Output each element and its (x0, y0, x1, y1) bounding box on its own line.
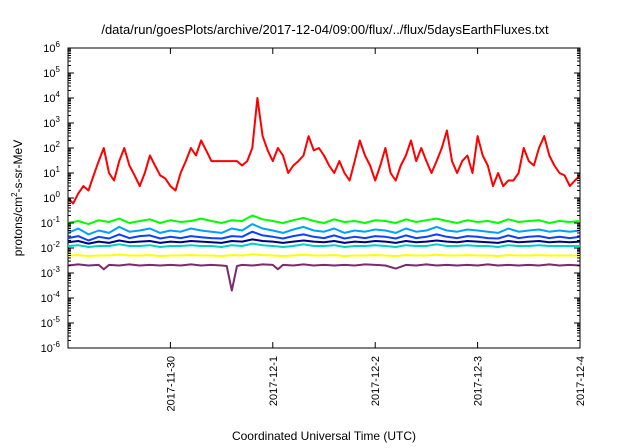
y-tick-exponent: -4 (53, 290, 61, 299)
y-tick-exponent: 6 (56, 40, 61, 49)
y-tick-base: 10 (41, 268, 53, 280)
y-tick-label: 100 (43, 190, 60, 205)
y-tick-base: 10 (41, 343, 53, 355)
y-axis-label-main: protons/cm (11, 197, 25, 256)
series-layer (67, 97, 581, 292)
y-tick-base: 10 (43, 93, 55, 105)
y-tick-base: 10 (43, 118, 55, 130)
y-tick-exponent: -2 (53, 240, 61, 249)
y-tick-exponent: -6 (53, 340, 61, 349)
y-tick-base: 10 (41, 318, 53, 330)
y-tick-exponent: 5 (56, 65, 61, 74)
y-tick-exponent: -5 (53, 315, 61, 324)
x-axis-ticks: 2017-11-30 2017-12-1 2017-12-2 2017-12-3 201… (165, 48, 587, 411)
y-tick-label: 10-2 (41, 240, 61, 255)
y-axis-label-sup: 2 (10, 192, 19, 197)
series-line (67, 223, 581, 236)
y-tick-base: 10 (43, 143, 55, 155)
x-axis-label: Coordinated Universal Time (UTC) (232, 429, 416, 443)
y-tick-exponent: -3 (53, 265, 61, 274)
x-tick-label: 2017-12-4 (575, 356, 587, 406)
y-tick-exponent: 2 (56, 140, 61, 149)
y-tick-label: 10-4 (41, 290, 61, 305)
y-tick-label: 105 (43, 65, 60, 80)
series-line (67, 214, 581, 226)
y-tick-label: 10-3 (41, 265, 61, 280)
chart-title: /data/run/goesPlots/archive/2017-12-04/0… (101, 22, 549, 37)
y-tick-base: 10 (41, 218, 53, 230)
y-axis-label-rest: -s-sr-MeV (11, 140, 25, 193)
x-tick-label: 2017-12-3 (473, 356, 485, 406)
y-tick-label: 102 (43, 140, 60, 155)
series-line (67, 230, 581, 242)
plot-frame (67, 47, 581, 349)
y-tick-exponent: -1 (53, 215, 61, 224)
y-tick-base: 10 (41, 243, 53, 255)
series-line (67, 242, 580, 248)
series-line (67, 253, 580, 257)
y-tick-base: 10 (43, 68, 55, 80)
y-tick-label: 101 (43, 165, 60, 180)
y-tick-label: 103 (43, 115, 60, 130)
y-tick-label: 10-1 (41, 215, 61, 230)
y-tick-base: 10 (43, 43, 55, 55)
series-line (67, 238, 581, 245)
y-tick-base: 10 (43, 168, 55, 180)
y-axis-ticks: 10-610-510-410-310-210-11001011021031041… (41, 40, 580, 355)
y-tick-label: 106 (43, 40, 60, 55)
x-tick-label: 2017-12-2 (370, 356, 382, 406)
x-tick-label: 2017-11-30 (165, 356, 177, 411)
x-tick-label: 2017-12-1 (268, 356, 280, 406)
y-tick-exponent: 4 (56, 90, 61, 99)
y-axis-label: protons/cm2-s-sr-MeV (10, 140, 25, 256)
y-tick-base: 10 (43, 193, 55, 205)
y-tick-label: 10-6 (41, 340, 61, 355)
y-tick-base: 10 (41, 293, 53, 305)
y-tick-label: 104 (43, 90, 60, 105)
y-tick-label: 10-5 (41, 315, 61, 330)
series-line (67, 97, 581, 205)
series-line (67, 263, 581, 292)
y-tick-exponent: 1 (56, 165, 61, 174)
y-tick-exponent: 3 (56, 115, 61, 124)
y-tick-exponent: 0 (56, 190, 61, 199)
